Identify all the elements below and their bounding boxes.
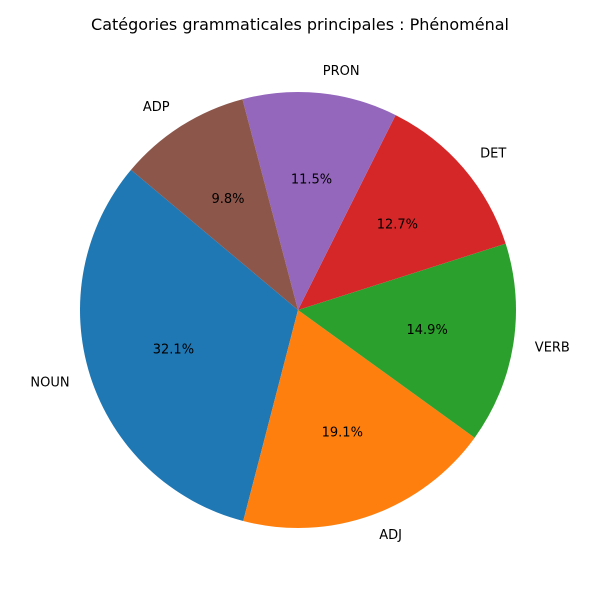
pie-slice-adp: [131, 99, 298, 311]
percent-label-adp: 9.8%: [211, 192, 244, 207]
percent-label-det: 12.7%: [377, 217, 418, 232]
pie-slice-adj: [243, 310, 475, 528]
category-label-verb: VERB: [535, 340, 570, 355]
category-label-noun: NOUN: [30, 375, 69, 390]
category-labels: NOUN ADJ VERB DET PRON ADP: [30, 64, 569, 543]
percent-label-pron: 11.5%: [291, 172, 332, 187]
chart-title: Catégories grammaticales principales : P…: [91, 15, 509, 34]
category-label-adp: ADP: [143, 100, 170, 115]
pie-slices: [79, 92, 517, 528]
category-label-pron: PRON: [323, 64, 360, 79]
percent-label-adj: 19.1%: [322, 426, 363, 441]
percent-label-noun: 32.1%: [153, 342, 194, 357]
category-label-adj: ADJ: [379, 528, 402, 543]
pie-slice-pron: [242, 92, 396, 311]
pie-slice-verb: [298, 243, 517, 438]
pie-slice-det: [298, 115, 506, 310]
category-label-det: DET: [480, 147, 506, 162]
percent-labels: 32.1% 19.1% 14.9% 12.7% 11.5% 9.8%: [153, 172, 448, 440]
percent-label-verb: 14.9%: [407, 323, 448, 338]
pie-slice-noun: [79, 169, 299, 522]
